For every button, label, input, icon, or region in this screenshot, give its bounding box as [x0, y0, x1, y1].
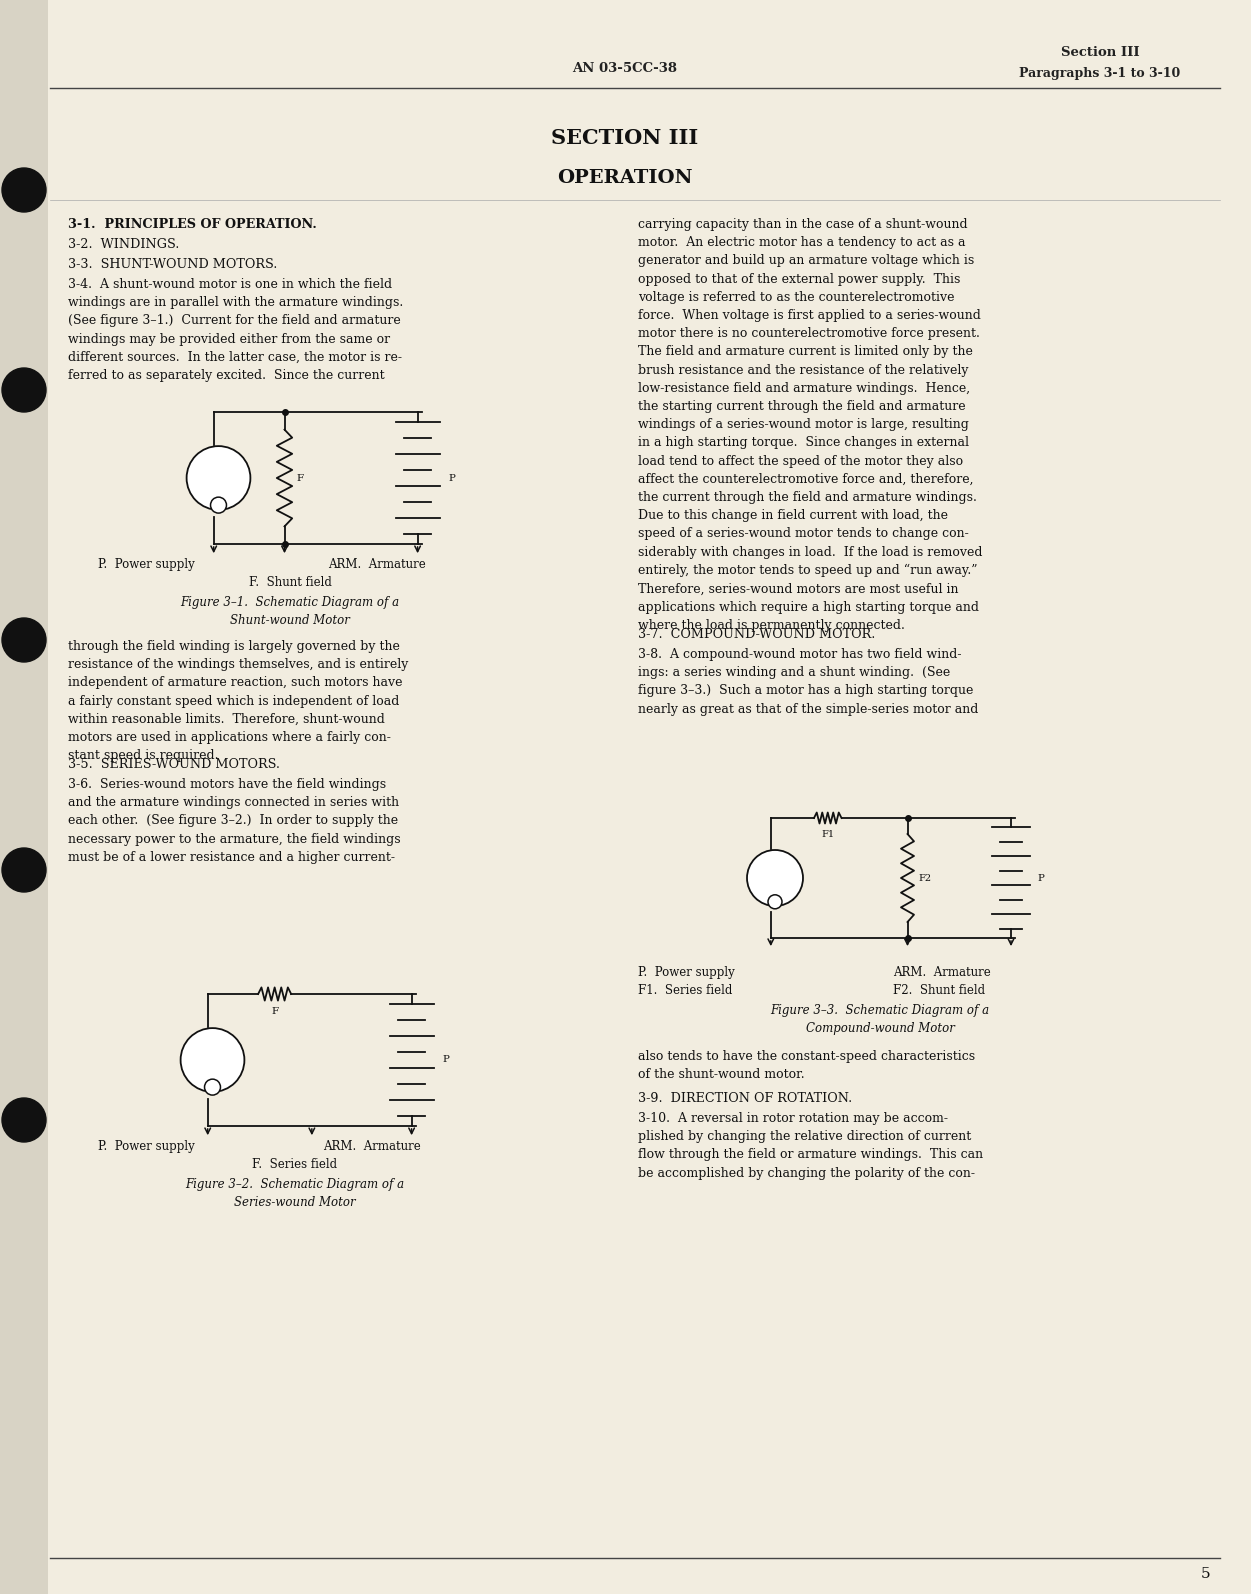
- Text: 3-3.  SHUNT-WOUND MOTORS.: 3-3. SHUNT-WOUND MOTORS.: [68, 258, 278, 271]
- Text: 3-10.  A reversal in rotor rotation may be accom-
plished by changing the relati: 3-10. A reversal in rotor rotation may b…: [638, 1113, 983, 1180]
- Text: 5: 5: [1201, 1567, 1210, 1581]
- Text: P.  Power supply: P. Power supply: [638, 966, 734, 979]
- Text: 3-5.  SERIES-WOUND MOTORS.: 3-5. SERIES-WOUND MOTORS.: [68, 759, 280, 771]
- Text: ARM.  Armature: ARM. Armature: [328, 558, 425, 571]
- Text: P: P: [1037, 874, 1045, 883]
- Circle shape: [3, 618, 46, 662]
- Circle shape: [210, 497, 226, 513]
- Text: Figure 3–2.  Schematic Diagram of a: Figure 3–2. Schematic Diagram of a: [185, 1178, 404, 1191]
- Circle shape: [768, 894, 782, 909]
- Text: ARM.  Armature: ARM. Armature: [893, 966, 991, 979]
- Circle shape: [180, 1028, 244, 1092]
- Circle shape: [3, 167, 46, 212]
- Text: Shunt-wound Motor: Shunt-wound Motor: [230, 614, 350, 626]
- Text: also tends to have the constant-speed characteristics
of the shunt-wound motor.: also tends to have the constant-speed ch…: [638, 1050, 975, 1081]
- Text: ARM: ARM: [764, 874, 786, 883]
- Text: Figure 3–3.  Schematic Diagram of a: Figure 3–3. Schematic Diagram of a: [771, 1004, 990, 1017]
- Text: Section III: Section III: [1061, 46, 1140, 59]
- Text: Figure 3–1.  Schematic Diagram of a: Figure 3–1. Schematic Diagram of a: [180, 596, 399, 609]
- Text: OPERATION: OPERATION: [557, 169, 693, 186]
- Circle shape: [3, 848, 46, 893]
- Text: ARM: ARM: [206, 473, 230, 483]
- Circle shape: [747, 850, 803, 905]
- Text: Series-wound Motor: Series-wound Motor: [234, 1196, 355, 1208]
- Text: F1: F1: [821, 830, 834, 838]
- Text: P.  Power supply: P. Power supply: [98, 1140, 195, 1152]
- Text: 3-1.  PRINCIPLES OF OPERATION.: 3-1. PRINCIPLES OF OPERATION.: [68, 218, 317, 231]
- Text: through the field winding is largely governed by the
resistance of the windings : through the field winding is largely gov…: [68, 641, 408, 762]
- Text: 3-4.  A shunt-wound motor is one in which the field
windings are in parallel wit: 3-4. A shunt-wound motor is one in which…: [68, 277, 403, 383]
- Text: 3-2.  WINDINGS.: 3-2. WINDINGS.: [68, 238, 179, 250]
- Text: F.  Shunt field: F. Shunt field: [249, 575, 332, 590]
- Text: ARM.  Armature: ARM. Armature: [323, 1140, 420, 1152]
- Text: AN 03-5CC-38: AN 03-5CC-38: [573, 62, 678, 75]
- Text: P: P: [443, 1055, 449, 1065]
- Text: F1.  Series field: F1. Series field: [638, 983, 732, 996]
- Text: F: F: [296, 473, 304, 483]
- Text: F.  Series field: F. Series field: [253, 1157, 338, 1172]
- Text: P.  Power supply: P. Power supply: [98, 558, 195, 571]
- Text: Compound-wound Motor: Compound-wound Motor: [806, 1022, 955, 1035]
- Circle shape: [3, 368, 46, 411]
- Text: 3-6.  Series-wound motors have the field windings
and the armature windings conn: 3-6. Series-wound motors have the field …: [68, 778, 400, 864]
- Circle shape: [204, 1079, 220, 1095]
- Text: 3-7.  COMPOUND-WOUND MOTOR.: 3-7. COMPOUND-WOUND MOTOR.: [638, 628, 876, 641]
- Text: carrying capacity than in the case of a shunt-wound
motor.  An electric motor ha: carrying capacity than in the case of a …: [638, 218, 982, 631]
- Bar: [0, 0, 48, 1594]
- Text: 3-8.  A compound-wound motor has two field wind-
ings: a series winding and a sh: 3-8. A compound-wound motor has two fiel…: [638, 649, 978, 716]
- Text: Paragraphs 3-1 to 3-10: Paragraphs 3-1 to 3-10: [1020, 67, 1181, 80]
- Text: F2.  Shunt field: F2. Shunt field: [893, 983, 985, 996]
- Text: 3-9.  DIRECTION OF ROTATION.: 3-9. DIRECTION OF ROTATION.: [638, 1092, 852, 1105]
- Text: F: F: [271, 1007, 278, 1017]
- Circle shape: [3, 1098, 46, 1141]
- Text: P: P: [448, 473, 455, 483]
- Text: SECTION III: SECTION III: [552, 128, 698, 148]
- Text: ARM: ARM: [200, 1055, 225, 1065]
- Text: F2: F2: [918, 874, 932, 883]
- Circle shape: [186, 446, 250, 510]
